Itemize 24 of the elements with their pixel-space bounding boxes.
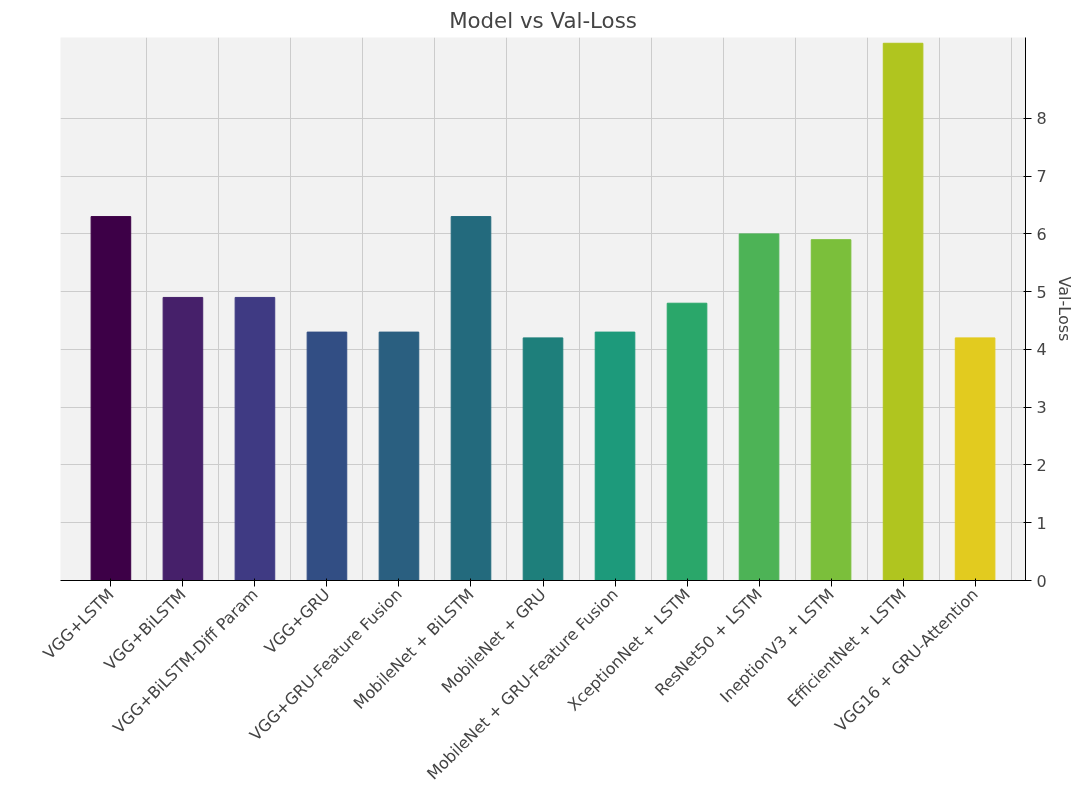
bar	[522, 337, 564, 581]
bar	[450, 216, 492, 581]
bar	[90, 216, 132, 581]
y-tick-label: 3	[1036, 398, 1047, 418]
y-tick-label: 2	[1036, 455, 1047, 475]
bar	[594, 331, 636, 581]
chart-title: Model vs Val-Loss	[449, 7, 637, 33]
bar	[378, 331, 420, 581]
y-tick-label: 4	[1036, 340, 1047, 360]
y-tick-label: 0	[1036, 571, 1047, 591]
bar	[234, 296, 276, 581]
bar	[162, 296, 204, 581]
bar	[666, 302, 708, 581]
y-axis-title: Val-Loss	[1054, 276, 1074, 342]
y-tick-label: 8	[1036, 109, 1047, 129]
bar	[810, 239, 852, 581]
bar	[882, 42, 924, 581]
bar	[954, 337, 996, 581]
y-tick-label: 7	[1036, 167, 1047, 187]
y-tick-label: 6	[1036, 224, 1047, 244]
bar	[306, 331, 348, 581]
y-tick-label: 1	[1036, 513, 1047, 533]
bar	[738, 233, 780, 581]
y-tick-label: 5	[1036, 282, 1047, 302]
